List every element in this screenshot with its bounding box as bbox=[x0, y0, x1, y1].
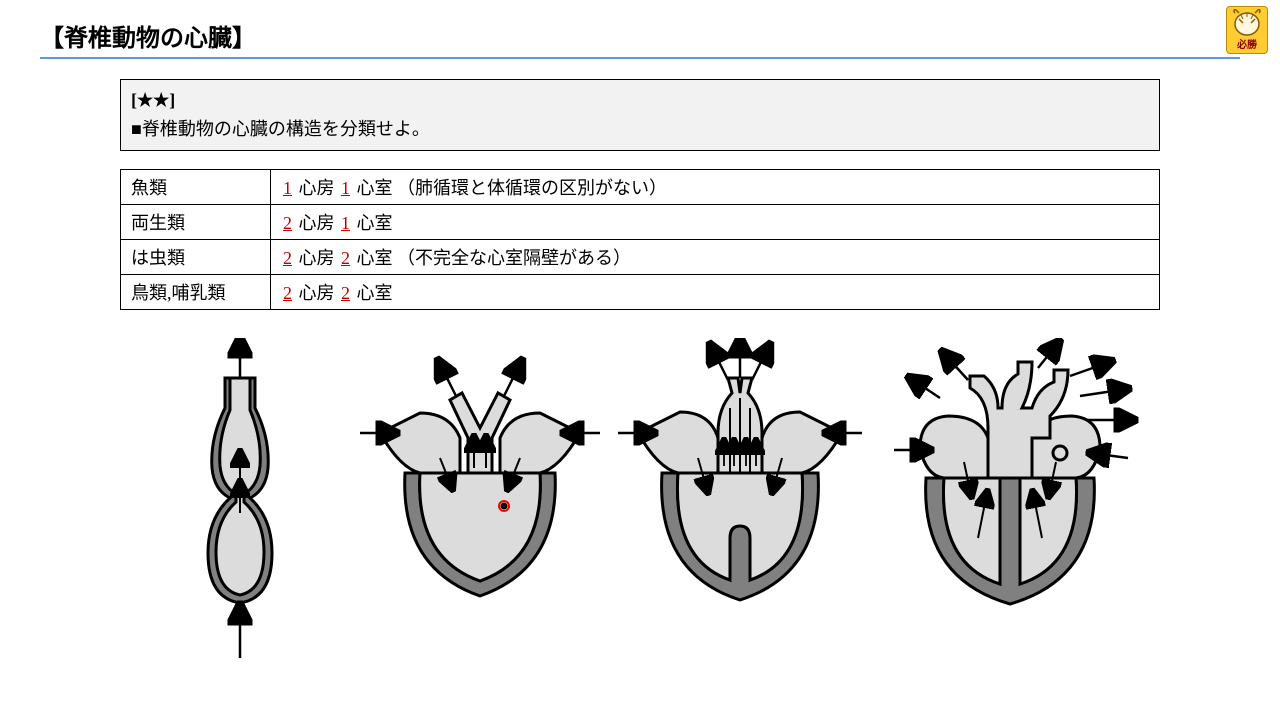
badge-text: 必勝 bbox=[1237, 36, 1257, 51]
reptile-heart-icon bbox=[610, 338, 870, 638]
question-prompt: ■脊椎動物の心臓の構造を分類せよ。 bbox=[131, 115, 1149, 144]
diagram-fish bbox=[130, 338, 350, 668]
question-box: [★★] ■脊椎動物の心臓の構造を分類せよ。 bbox=[120, 79, 1160, 151]
diagram-bird-mammal bbox=[870, 338, 1150, 638]
difficulty-stars: [★★] bbox=[131, 86, 1149, 115]
tiger-mask-icon bbox=[1231, 9, 1263, 37]
page-title: 【脊椎動物の心臓】 bbox=[40, 18, 1240, 57]
table-row: 魚類1 心房 1 心室 （肺循環と体循環の区別がない） bbox=[121, 169, 1160, 204]
diagram-reptile bbox=[610, 338, 870, 638]
mammal-heart-icon bbox=[870, 338, 1150, 638]
heart-diagrams-row bbox=[120, 338, 1160, 668]
amphibian-heart-icon bbox=[350, 338, 610, 638]
row-value: 2 心房 2 心室 （不完全な心室隔壁がある） bbox=[271, 239, 1160, 274]
victory-badge: 必勝 bbox=[1226, 6, 1268, 54]
table-row: 鳥類,哺乳類2 心房 2 心室 bbox=[121, 274, 1160, 309]
table-row: 両生類2 心房 1 心室 bbox=[121, 204, 1160, 239]
fish-heart-icon bbox=[180, 338, 300, 668]
row-label: は虫類 bbox=[121, 239, 271, 274]
row-value: 2 心房 2 心室 bbox=[271, 274, 1160, 309]
header: 【脊椎動物の心臓】 bbox=[0, 0, 1280, 65]
table-row: は虫類2 心房 2 心室 （不完全な心室隔壁がある） bbox=[121, 239, 1160, 274]
content-area: [★★] ■脊椎動物の心臓の構造を分類せよ。 魚類1 心房 1 心室 （肺循環と… bbox=[0, 65, 1280, 668]
row-label: 両生類 bbox=[121, 204, 271, 239]
row-label: 鳥類,哺乳類 bbox=[121, 274, 271, 309]
row-label: 魚類 bbox=[121, 169, 271, 204]
heart-structure-table: 魚類1 心房 1 心室 （肺循環と体循環の区別がない）両生類2 心房 1 心室は… bbox=[120, 169, 1160, 310]
row-value: 2 心房 1 心室 bbox=[271, 204, 1160, 239]
diagram-amphibian bbox=[350, 338, 610, 638]
title-underline bbox=[40, 57, 1240, 59]
row-value: 1 心房 1 心室 （肺循環と体循環の区別がない） bbox=[271, 169, 1160, 204]
